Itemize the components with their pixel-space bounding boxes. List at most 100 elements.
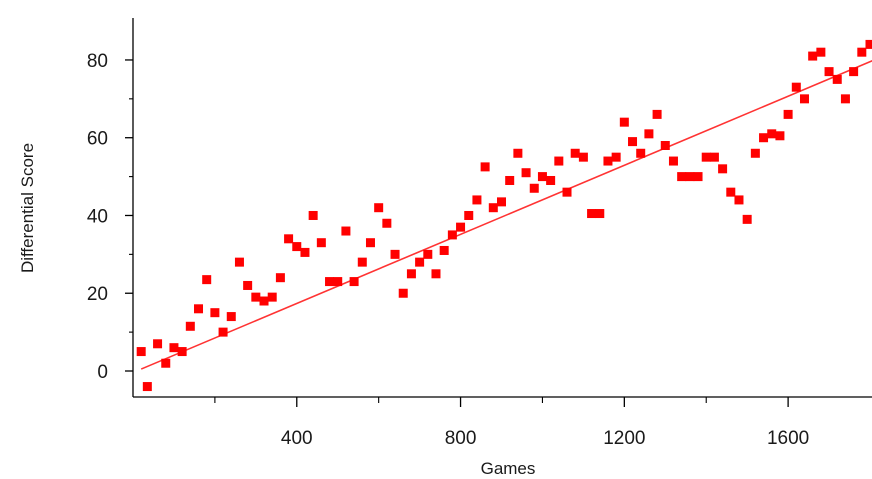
data-point — [325, 277, 335, 287]
y-tick-label: 0 — [97, 362, 108, 383]
data-point — [554, 156, 564, 166]
data-point — [824, 67, 834, 77]
data-point — [570, 148, 580, 158]
data-point — [628, 137, 638, 147]
data-point — [497, 197, 506, 207]
x-tick-label: 400 — [281, 428, 313, 449]
data-point — [365, 238, 375, 248]
data-point — [202, 275, 212, 285]
data-point — [644, 129, 654, 139]
data-point — [472, 195, 482, 205]
data-point — [234, 257, 244, 267]
data-point — [865, 39, 872, 49]
data-point — [177, 347, 187, 357]
data-point — [799, 94, 809, 104]
data-point — [259, 296, 269, 306]
y-tick-label: 20 — [87, 284, 108, 305]
data-point — [153, 339, 163, 349]
data-point — [447, 230, 457, 240]
regression-line — [140, 59, 872, 370]
x-ticks-layer: 400 800 1200 1600 — [214, 397, 809, 449]
data-point — [808, 51, 818, 61]
data-point — [406, 269, 416, 279]
data-point — [652, 109, 662, 119]
data-point — [562, 187, 572, 197]
data-point — [660, 140, 670, 150]
data-point — [529, 183, 539, 193]
data-point — [611, 152, 621, 162]
data-point — [226, 312, 236, 322]
data-point — [480, 162, 490, 172]
x-tick-label: 1200 — [603, 428, 645, 449]
data-point — [742, 214, 752, 224]
data-point — [521, 168, 531, 178]
data-point — [578, 152, 588, 162]
data-point — [668, 156, 678, 166]
data-point — [136, 347, 146, 357]
data-point — [292, 242, 302, 252]
data-point — [161, 358, 171, 368]
data-point — [513, 148, 523, 158]
y-axis-title: Differential Score — [18, 143, 37, 273]
data-point — [382, 218, 392, 228]
data-point — [210, 308, 220, 318]
data-point — [587, 209, 597, 219]
y-tick-label: 80 — [87, 51, 108, 72]
data-point — [595, 209, 605, 219]
data-point — [218, 327, 228, 337]
data-point — [464, 210, 474, 220]
x-axis-title: Games — [481, 459, 536, 478]
data-point — [488, 203, 498, 213]
data-point — [857, 47, 867, 57]
data-point — [693, 172, 703, 182]
data-point — [316, 238, 326, 248]
data-point — [603, 156, 613, 166]
data-point — [546, 175, 556, 185]
data-point — [775, 131, 785, 141]
data-point — [398, 288, 408, 298]
data-point — [185, 321, 195, 331]
data-point — [709, 152, 719, 162]
data-point — [816, 47, 826, 57]
data-point — [783, 109, 793, 119]
data-point — [677, 172, 687, 182]
data-point — [390, 249, 400, 259]
data-point — [243, 280, 253, 290]
data-point — [194, 304, 204, 314]
fit-line-layer — [140, 59, 872, 370]
data-point — [849, 67, 859, 77]
data-point — [759, 133, 769, 143]
data-point — [142, 382, 152, 392]
data-point — [791, 82, 801, 92]
data-point — [284, 234, 294, 244]
data-point — [349, 277, 359, 287]
data-point — [357, 257, 367, 267]
data-point — [308, 210, 318, 220]
data-point — [333, 277, 343, 287]
data-point — [169, 343, 179, 353]
x-tick-label: 800 — [445, 428, 477, 449]
data-point — [832, 74, 842, 84]
data-point — [767, 129, 777, 139]
data-point — [505, 175, 515, 185]
y-ticks-layer: 0 20 40 60 80 — [87, 51, 133, 383]
data-point — [300, 247, 310, 257]
data-point — [537, 172, 547, 182]
data-point — [275, 273, 285, 283]
data-point — [423, 249, 433, 259]
data-point — [840, 94, 850, 104]
data-point — [341, 226, 351, 236]
data-points-layer — [136, 39, 872, 392]
data-point — [726, 187, 736, 197]
data-point — [636, 148, 646, 158]
data-point — [619, 117, 629, 127]
data-point — [439, 245, 449, 255]
axes-layer — [132, 18, 872, 398]
data-point — [267, 292, 277, 302]
y-tick-label: 40 — [87, 206, 108, 227]
data-point — [701, 152, 711, 162]
data-point — [431, 269, 441, 279]
data-point — [718, 164, 728, 174]
data-point — [251, 292, 261, 302]
